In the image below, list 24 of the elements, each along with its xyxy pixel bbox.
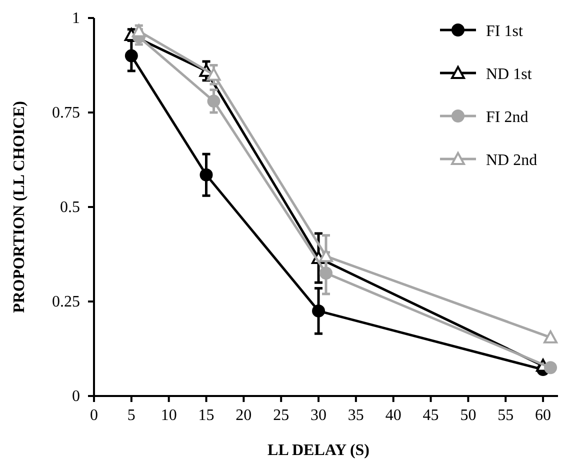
- x-tick-label: 50: [460, 407, 476, 424]
- y-tick-label: 0.75: [52, 104, 80, 122]
- legend-label: FI 1st: [486, 23, 524, 40]
- y-tick-label: 0.5: [60, 199, 80, 216]
- x-tick-label: 30: [310, 407, 327, 424]
- y-tick-label: 1: [72, 10, 80, 27]
- x-tick-label: 0: [90, 407, 98, 424]
- x-tick-label: 5: [127, 407, 136, 424]
- y-axis-title: PROPORTION (LL CHOICE): [11, 101, 28, 313]
- x-axis-title: LL DELAY (S): [268, 442, 370, 459]
- x-tick-label: 35: [348, 407, 364, 424]
- legend-label: FI 2nd: [486, 109, 528, 126]
- x-tick-label: 25: [273, 407, 290, 424]
- x-tick-label: 45: [422, 407, 439, 424]
- legend-label: ND 2nd: [486, 152, 538, 169]
- y-tick-label: 0.25: [52, 294, 80, 310]
- x-tick-label: 40: [385, 407, 402, 424]
- x-tick-label: 10: [160, 407, 177, 424]
- x-tick-label: 20: [236, 407, 252, 424]
- x-tick-label: 15: [198, 407, 214, 424]
- x-tick-label: 60: [535, 407, 552, 424]
- legend-label: ND 1st: [486, 66, 532, 83]
- x-tick-label: 55: [498, 407, 514, 424]
- y-tick-label: 0: [72, 388, 80, 405]
